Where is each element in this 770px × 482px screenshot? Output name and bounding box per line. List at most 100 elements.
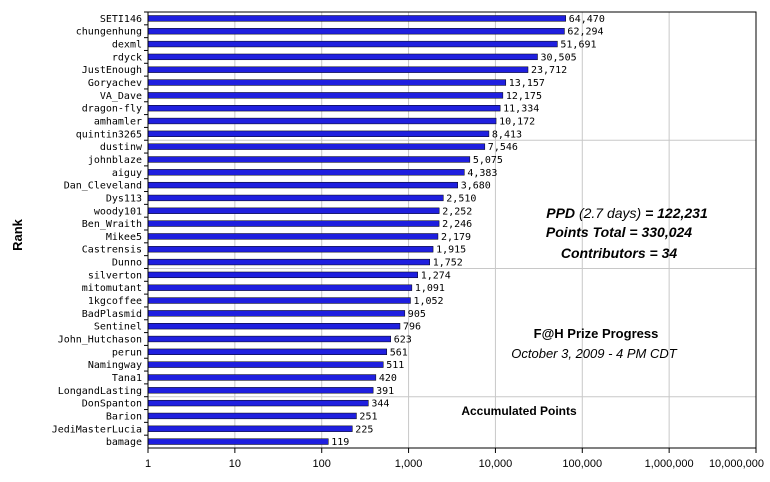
category-label: dustinw <box>100 142 143 153</box>
bar <box>147 220 440 227</box>
bar <box>147 348 388 355</box>
bar <box>147 207 440 214</box>
x-tick-label: 10,000 <box>479 458 513 470</box>
ppd-prefix: PPD <box>546 205 575 221</box>
bar <box>147 438 329 445</box>
accumulated-points: Accumulated Points <box>461 404 577 418</box>
data-label: 30,505 <box>540 52 576 63</box>
data-label: 2,246 <box>442 219 472 230</box>
data-label: 8,413 <box>492 129 522 140</box>
data-label: 391 <box>376 386 394 397</box>
bar <box>147 258 430 266</box>
bar <box>147 156 471 163</box>
prize-title: F@H Prize Progress <box>534 326 659 341</box>
bar <box>147 246 434 253</box>
category-label: rdyck <box>112 52 142 63</box>
ppd-days: (2.7 days) <box>579 205 641 221</box>
bar <box>147 169 465 176</box>
x-tick-label: 100 <box>313 458 331 470</box>
bar <box>147 425 353 432</box>
category-label: Sentinel <box>94 322 142 333</box>
bar <box>147 66 529 73</box>
category-label: JediMasterLucia <box>52 424 142 435</box>
category-label: mitomutant <box>82 283 142 294</box>
data-label: 4,383 <box>467 168 497 179</box>
contributors: Contributors = 34 <box>561 245 678 261</box>
data-label: 251 <box>359 411 377 422</box>
bar <box>147 79 507 86</box>
x-tick-label: 100,000 <box>562 458 602 470</box>
category-label: quintin3265 <box>76 129 142 140</box>
data-label: 51,691 <box>560 40 596 51</box>
data-label: 2,252 <box>442 206 472 217</box>
category-label: silverton <box>88 270 142 281</box>
data-label: 2,510 <box>446 193 476 204</box>
bar <box>147 297 411 304</box>
bar <box>147 28 565 35</box>
category-label: Dunno <box>112 258 142 269</box>
category-label: JustEnough <box>82 65 142 76</box>
category-label: 1kgcoffee <box>88 296 142 307</box>
data-label: 511 <box>386 360 404 371</box>
data-label: 796 <box>403 322 421 333</box>
category-label: BadPlasmid <box>82 309 142 320</box>
bar <box>147 310 406 317</box>
data-label: 623 <box>394 335 412 346</box>
bar <box>147 53 538 61</box>
category-label: johnblaze <box>88 155 142 166</box>
bar <box>147 374 377 381</box>
bar <box>147 387 374 394</box>
bar <box>147 40 558 48</box>
category-label: Tana1 <box>112 373 142 384</box>
category-label: Goryachev <box>88 78 142 89</box>
data-label: 11,334 <box>503 104 539 115</box>
x-tick-label: 1,000 <box>395 458 423 470</box>
data-label: 905 <box>408 309 426 320</box>
prize-date: October 3, 2009 - 4 PM CDT <box>511 346 678 361</box>
bar <box>147 92 504 99</box>
bar <box>147 284 413 291</box>
category-label: LongandLasting <box>58 386 142 397</box>
data-label: 119 <box>331 437 349 448</box>
bar <box>147 105 501 112</box>
category-label: perun <box>112 347 142 358</box>
category-label: aiguy <box>112 168 142 179</box>
x-tick-label: 10,000,000 <box>709 458 764 470</box>
bar <box>147 15 566 22</box>
category-label: Barion <box>106 411 142 422</box>
bar <box>147 412 357 420</box>
data-label: 1,274 <box>421 270 451 281</box>
data-label: 5,075 <box>473 155 503 166</box>
data-label: 420 <box>379 373 397 384</box>
data-label: 561 <box>390 347 408 358</box>
plot-border <box>147 11 757 449</box>
x-tick-label: 1 <box>145 458 151 470</box>
data-label: 12,175 <box>506 91 542 102</box>
category-label: VA_Dave <box>100 91 142 102</box>
category-label: Dys113 <box>106 193 142 204</box>
data-label: 1,052 <box>413 296 443 307</box>
bar <box>147 194 444 202</box>
category-label: Namingway <box>88 360 142 371</box>
bar <box>147 361 384 368</box>
bar <box>147 130 490 137</box>
category-label: woody101 <box>94 206 142 217</box>
bar <box>147 399 369 407</box>
data-label: 1,752 <box>433 258 463 269</box>
bar <box>147 143 486 150</box>
data-label: 7,546 <box>488 142 518 153</box>
x-axis-ticks: 1 10 100 1,000 10,000 100,000 1,000,000 10,000,… <box>145 448 764 470</box>
category-label: amhamler <box>94 117 142 128</box>
bar <box>147 117 497 125</box>
ppd-line: PPD (2.7 days) = 122,231 <box>546 205 708 221</box>
x-tick-label: 1,000,000 <box>645 458 694 470</box>
ppd-value: = 122,231 <box>645 205 708 221</box>
data-label: 62,294 <box>567 27 603 38</box>
data-label: 10,172 <box>499 117 535 128</box>
data-label: 3,680 <box>461 181 491 192</box>
category-label: dragon-fly <box>82 104 142 115</box>
data-label: 13,157 <box>509 78 545 89</box>
